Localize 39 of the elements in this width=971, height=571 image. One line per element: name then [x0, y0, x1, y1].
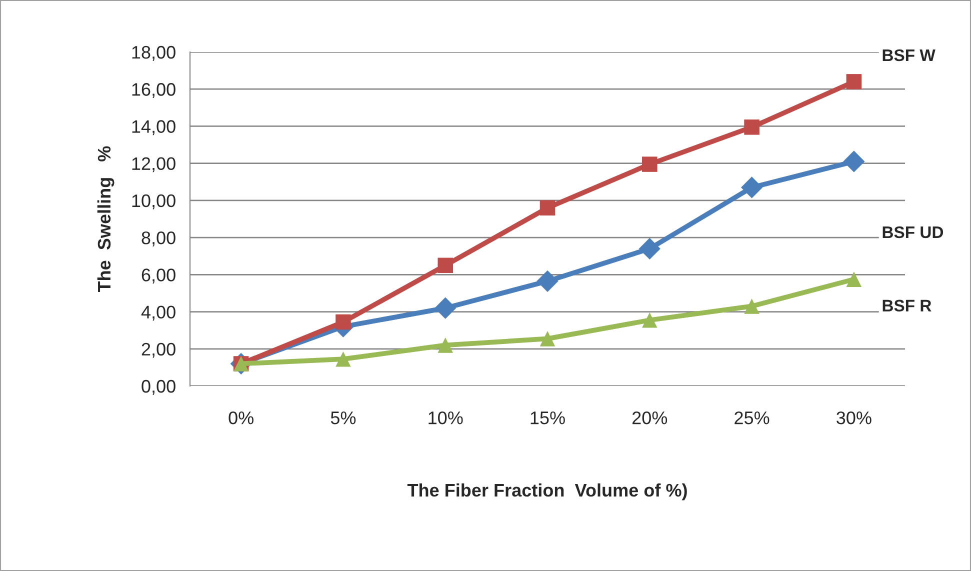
point	[642, 312, 658, 328]
point	[846, 74, 862, 90]
point	[638, 238, 660, 260]
y-tick-label: 12,00	[132, 157, 176, 172]
y-tick-label: 10,00	[132, 194, 176, 210]
x-tick-label: 0%	[228, 411, 254, 424]
y-tick-label: 6,00	[142, 268, 176, 284]
point	[336, 351, 351, 367]
point	[846, 272, 862, 287]
point	[536, 270, 558, 292]
y-axis-title: The Swelling %	[97, 146, 114, 292]
y-tick-label: 16,00	[132, 83, 176, 98]
point	[540, 331, 556, 346]
point	[336, 314, 351, 330]
y-tick-label: 2,00	[142, 342, 176, 358]
point	[438, 258, 453, 274]
y-tick-label: 18,00	[132, 46, 176, 61]
point	[740, 176, 763, 198]
series-label: BSF R	[882, 300, 932, 312]
point	[438, 338, 453, 353]
y-tick-label: 8,00	[142, 231, 176, 246]
point	[642, 156, 658, 172]
point	[843, 150, 865, 172]
y-tick-label: 4,00	[141, 306, 176, 321]
x-tick-label: 25%	[734, 411, 770, 424]
x-tick-label: 15%	[530, 412, 565, 424]
x-tick-label: 20%	[632, 411, 668, 424]
y-tick-label: 14,00	[132, 120, 176, 136]
x-axis-title: The Fiber Fraction Volume of %)	[407, 483, 687, 500]
x-tick-label: 5%	[330, 412, 356, 424]
series-label: BSF W	[882, 49, 936, 62]
point	[434, 297, 456, 319]
x-tick-label: 10%	[428, 411, 463, 424]
point	[540, 200, 556, 216]
text: BSF UD	[882, 226, 944, 238]
point	[744, 298, 760, 314]
y-tick-label: 0,00	[142, 380, 176, 395]
point	[744, 120, 760, 135]
x-tick-label: 30%	[836, 411, 872, 424]
